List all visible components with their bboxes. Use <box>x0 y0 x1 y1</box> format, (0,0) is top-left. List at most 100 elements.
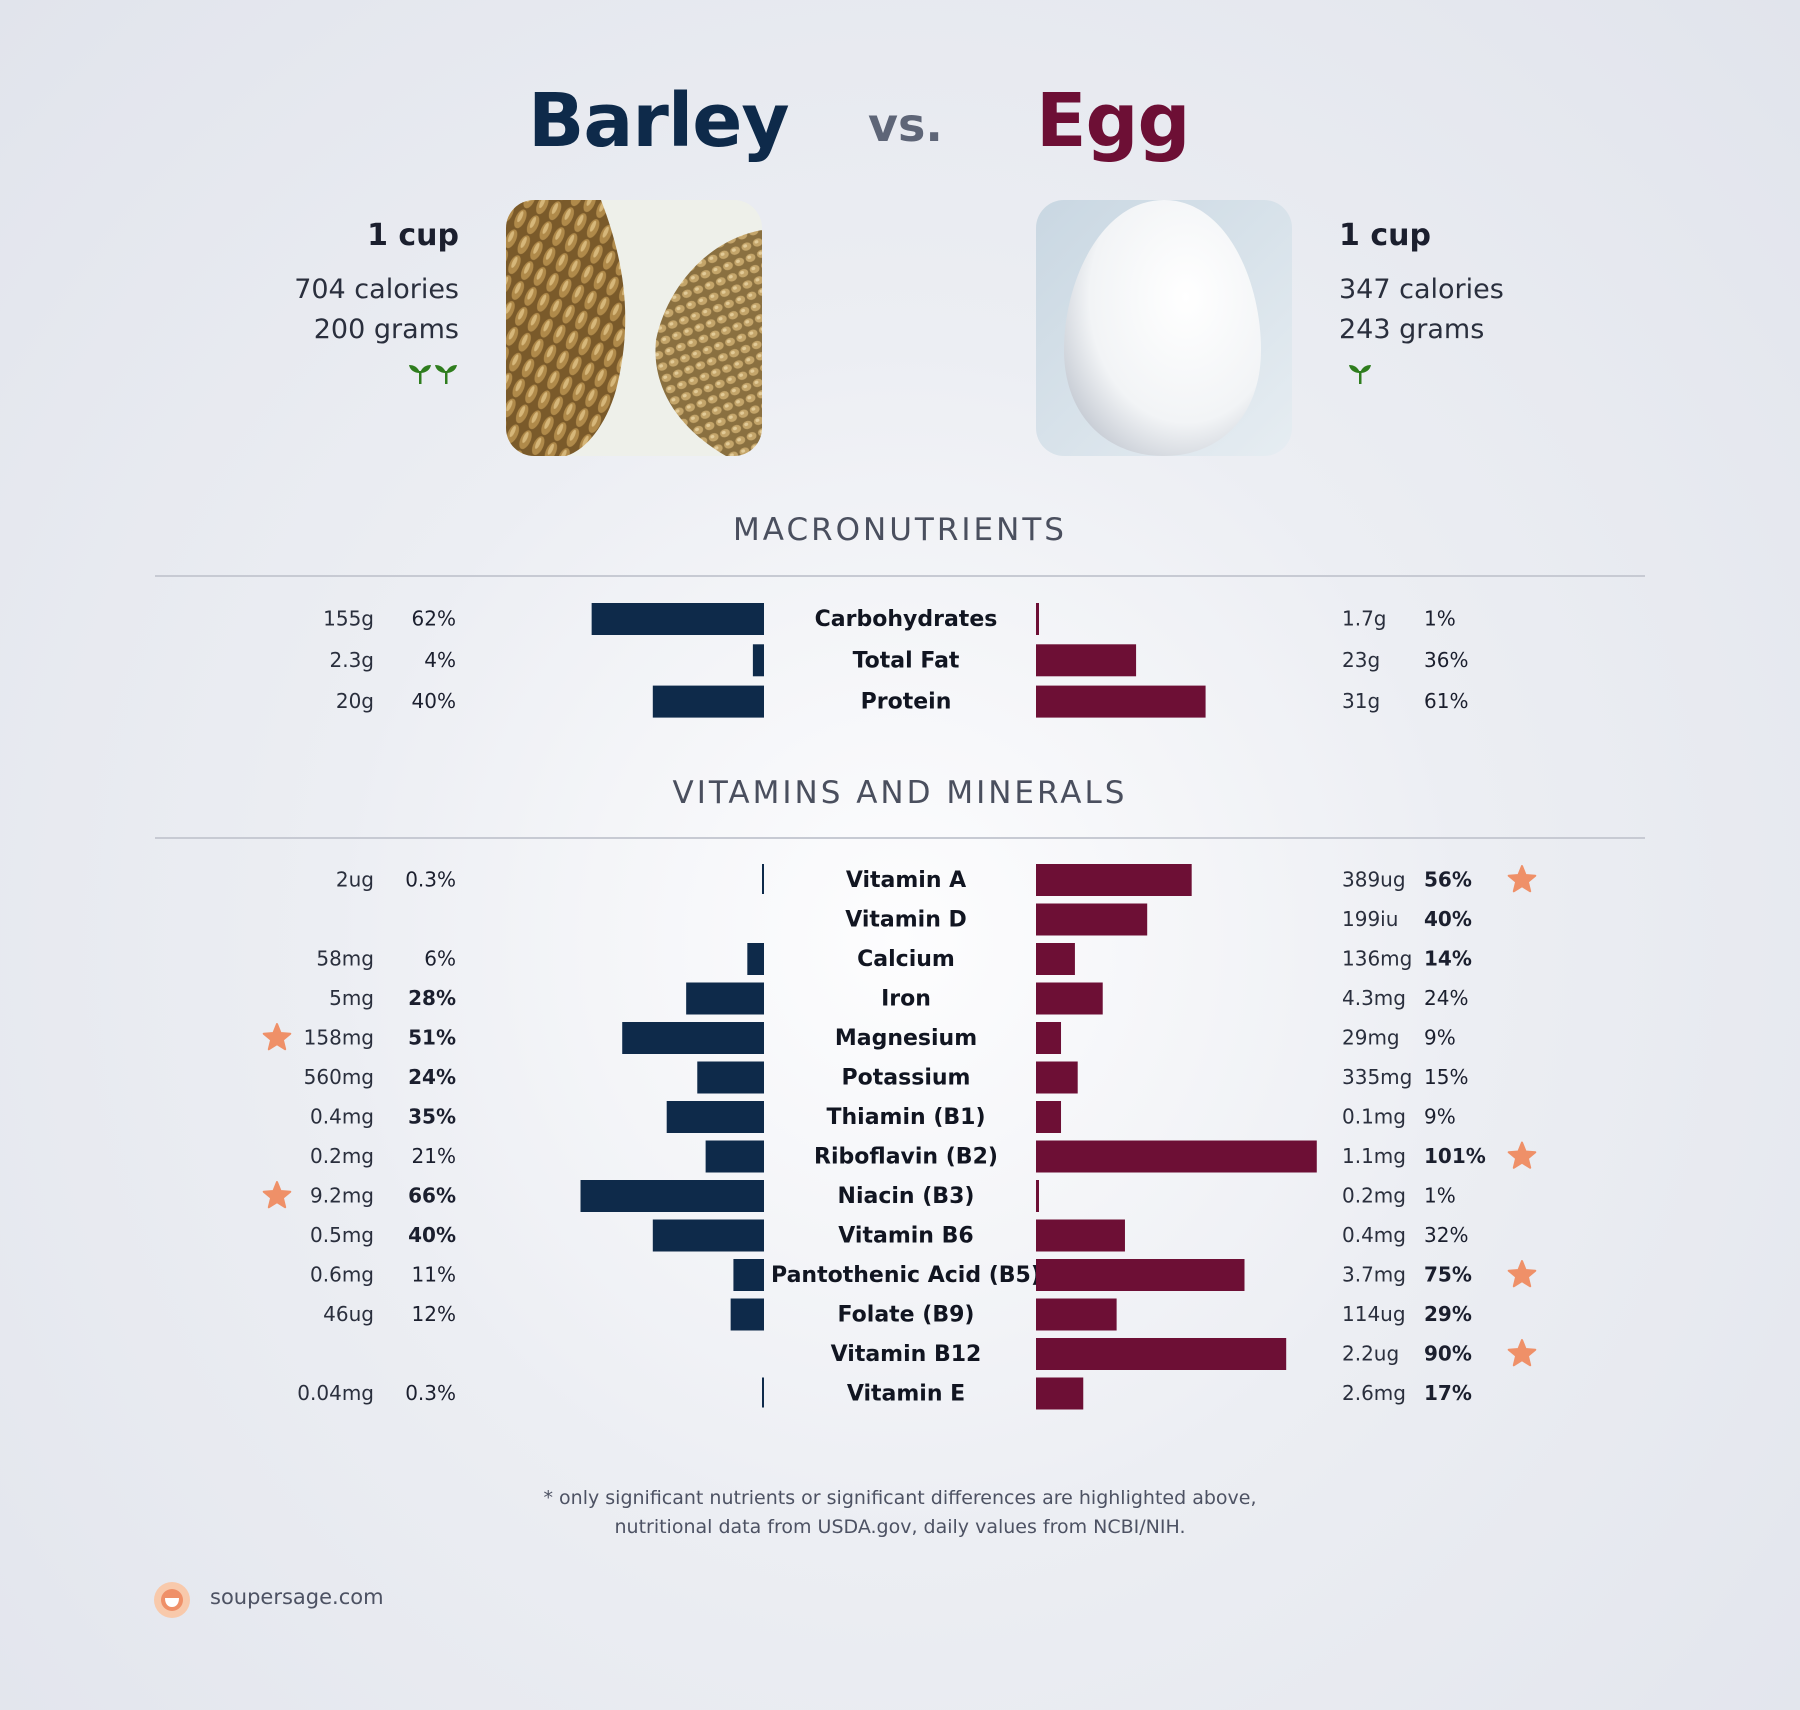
barley-percent-label: 0.3% <box>405 1381 456 1405</box>
soupersage-logo-icon <box>154 1582 190 1618</box>
barley-star-icon <box>262 1023 292 1051</box>
barley-amount-label: 9.2mg <box>310 1184 374 1208</box>
category-label-iron: Iron <box>881 987 931 1012</box>
right-food-title: Egg <box>1036 78 1190 164</box>
footnote-line-1: * only significant nutrients or signific… <box>543 1487 1257 1509</box>
egg-photo <box>1036 200 1292 456</box>
egg-percent-label: 61% <box>1424 689 1468 713</box>
egg-percent-label: 15% <box>1424 1065 1468 1089</box>
bar-egg-calcium <box>1036 943 1075 975</box>
egg-star-icon <box>1507 1260 1537 1288</box>
bar-egg-protein <box>1036 685 1206 718</box>
bar-egg-iron <box>1036 982 1103 1015</box>
egg-percent-label: 101% <box>1424 1144 1486 1168</box>
bar-barley-vitamin-e <box>762 1377 764 1408</box>
egg-star-icon <box>1507 1339 1537 1367</box>
egg-amount-label: 1.7g <box>1342 607 1387 631</box>
egg-percent-label: 90% <box>1424 1342 1472 1366</box>
barley-amount-label: 0.4mg <box>310 1105 374 1129</box>
right-calories: 347 calories <box>1339 274 1504 305</box>
egg-amount-label: 3.7mg <box>1342 1263 1406 1287</box>
bar-barley-riboflavin-b2 <box>705 1140 764 1173</box>
egg-percent-label: 75% <box>1424 1263 1472 1287</box>
bar-barley-vitamin-a <box>762 864 764 894</box>
category-label-protein: Protein <box>861 690 952 715</box>
egg-star-icon <box>1507 1141 1537 1169</box>
barley-percent-label: 6% <box>424 947 456 971</box>
barley-amount-label: 0.5mg <box>310 1223 374 1247</box>
bar-egg-magnesium <box>1036 1022 1062 1054</box>
right-serving: 1 cup <box>1339 218 1431 253</box>
sprout-icon <box>435 365 457 384</box>
bar-barley-protein <box>652 685 764 718</box>
left-grams: 200 grams <box>313 314 459 345</box>
bar-barley-iron <box>686 982 764 1015</box>
barley-star-icon <box>262 1181 292 1209</box>
bar-egg-potassium <box>1036 1061 1078 1094</box>
barley-percent-label: 0.3% <box>405 868 456 892</box>
bar-egg-niacin-b3 <box>1036 1180 1039 1212</box>
egg-percent-label: 36% <box>1424 648 1468 672</box>
bar-egg-total-fat <box>1036 644 1137 677</box>
bar-barley-pantothenic-acid-b5 <box>733 1259 764 1291</box>
barley-percent-label: 21% <box>412 1144 456 1168</box>
left-sprout-icons <box>409 365 457 384</box>
bar-egg-riboflavin-b2 <box>1036 1140 1317 1173</box>
category-label-folate-b9: Folate (B9) <box>838 1303 975 1328</box>
barley-photo <box>506 200 762 456</box>
category-label-thiamin-b1: Thiamin (B1) <box>826 1105 985 1130</box>
bar-egg-vitamin-d <box>1036 903 1148 936</box>
right-sprout-icons <box>1349 365 1371 384</box>
egg-amount-label: 0.1mg <box>1342 1105 1406 1129</box>
egg-amount-label: 199iu <box>1342 907 1398 931</box>
bar-egg-vitamin-b6 <box>1036 1219 1125 1252</box>
egg-amount-label: 23g <box>1342 648 1380 672</box>
left-food-title: Barley <box>528 78 790 164</box>
bar-egg-carbohydrates <box>1036 603 1039 635</box>
category-label-vitamin-b12: Vitamin B12 <box>831 1342 982 1367</box>
bar-egg-vitamin-b12 <box>1036 1338 1287 1370</box>
bar-egg-vitamin-e <box>1036 1377 1084 1410</box>
barley-amount-label: 2.3g <box>329 648 374 672</box>
egg-percent-label: 9% <box>1424 1026 1456 1050</box>
egg-percent-label: 40% <box>1424 907 1472 931</box>
barley-percent-label: 62% <box>412 607 456 631</box>
bar-egg-thiamin-b1 <box>1036 1101 1062 1133</box>
sprout-icon <box>409 365 431 384</box>
barley-percent-label: 12% <box>412 1302 456 1326</box>
egg-percent-label: 29% <box>1424 1302 1472 1326</box>
category-label-carbohydrates: Carbohydrates <box>815 607 998 632</box>
bar-barley-vitamin-b6 <box>652 1219 764 1252</box>
barley-percent-label: 11% <box>412 1263 456 1287</box>
bar-barley-folate-b9 <box>730 1298 764 1331</box>
egg-amount-label: 0.4mg <box>1342 1223 1406 1247</box>
egg-percent-label: 14% <box>1424 947 1472 971</box>
egg-amount-label: 114ug <box>1342 1302 1406 1326</box>
brand-link[interactable]: soupersage.com <box>210 1585 384 1609</box>
barley-percent-label: 66% <box>408 1184 456 1208</box>
egg-percent-label: 1% <box>1424 607 1456 631</box>
bar-barley-niacin-b3 <box>580 1180 764 1212</box>
bar-barley-carbohydrates <box>591 603 764 635</box>
vitamins-title: VITAMINS AND MINERALS <box>672 775 1128 811</box>
footnote: * only significant nutrients or signific… <box>0 1484 1800 1542</box>
egg-amount-label: 389ug <box>1342 868 1406 892</box>
category-label-vitamin-b6: Vitamin B6 <box>838 1224 973 1249</box>
egg-amount-label: 136mg <box>1342 947 1412 971</box>
barley-amount-label: 0.04mg <box>297 1381 374 1405</box>
egg-percent-label: 1% <box>1424 1184 1456 1208</box>
right-grams: 243 grams <box>1339 314 1485 345</box>
barley-percent-label: 35% <box>408 1105 456 1129</box>
barley-percent-label: 40% <box>408 1223 456 1247</box>
category-label-vitamin-a: Vitamin A <box>846 868 966 893</box>
barley-amount-label: 5mg <box>329 986 374 1010</box>
barley-amount-label: 0.2mg <box>310 1144 374 1168</box>
bar-egg-folate-b9 <box>1036 1298 1117 1331</box>
footnote-line-2: nutritional data from USDA.gov, daily va… <box>614 1516 1186 1538</box>
egg-percent-label: 17% <box>1424 1381 1472 1405</box>
sprout-icon <box>1349 365 1371 384</box>
egg-percent-label: 24% <box>1424 986 1468 1010</box>
vs-label: vs. <box>868 98 943 152</box>
barley-amount-label: 0.6mg <box>310 1263 374 1287</box>
barley-percent-label: 51% <box>408 1026 456 1050</box>
